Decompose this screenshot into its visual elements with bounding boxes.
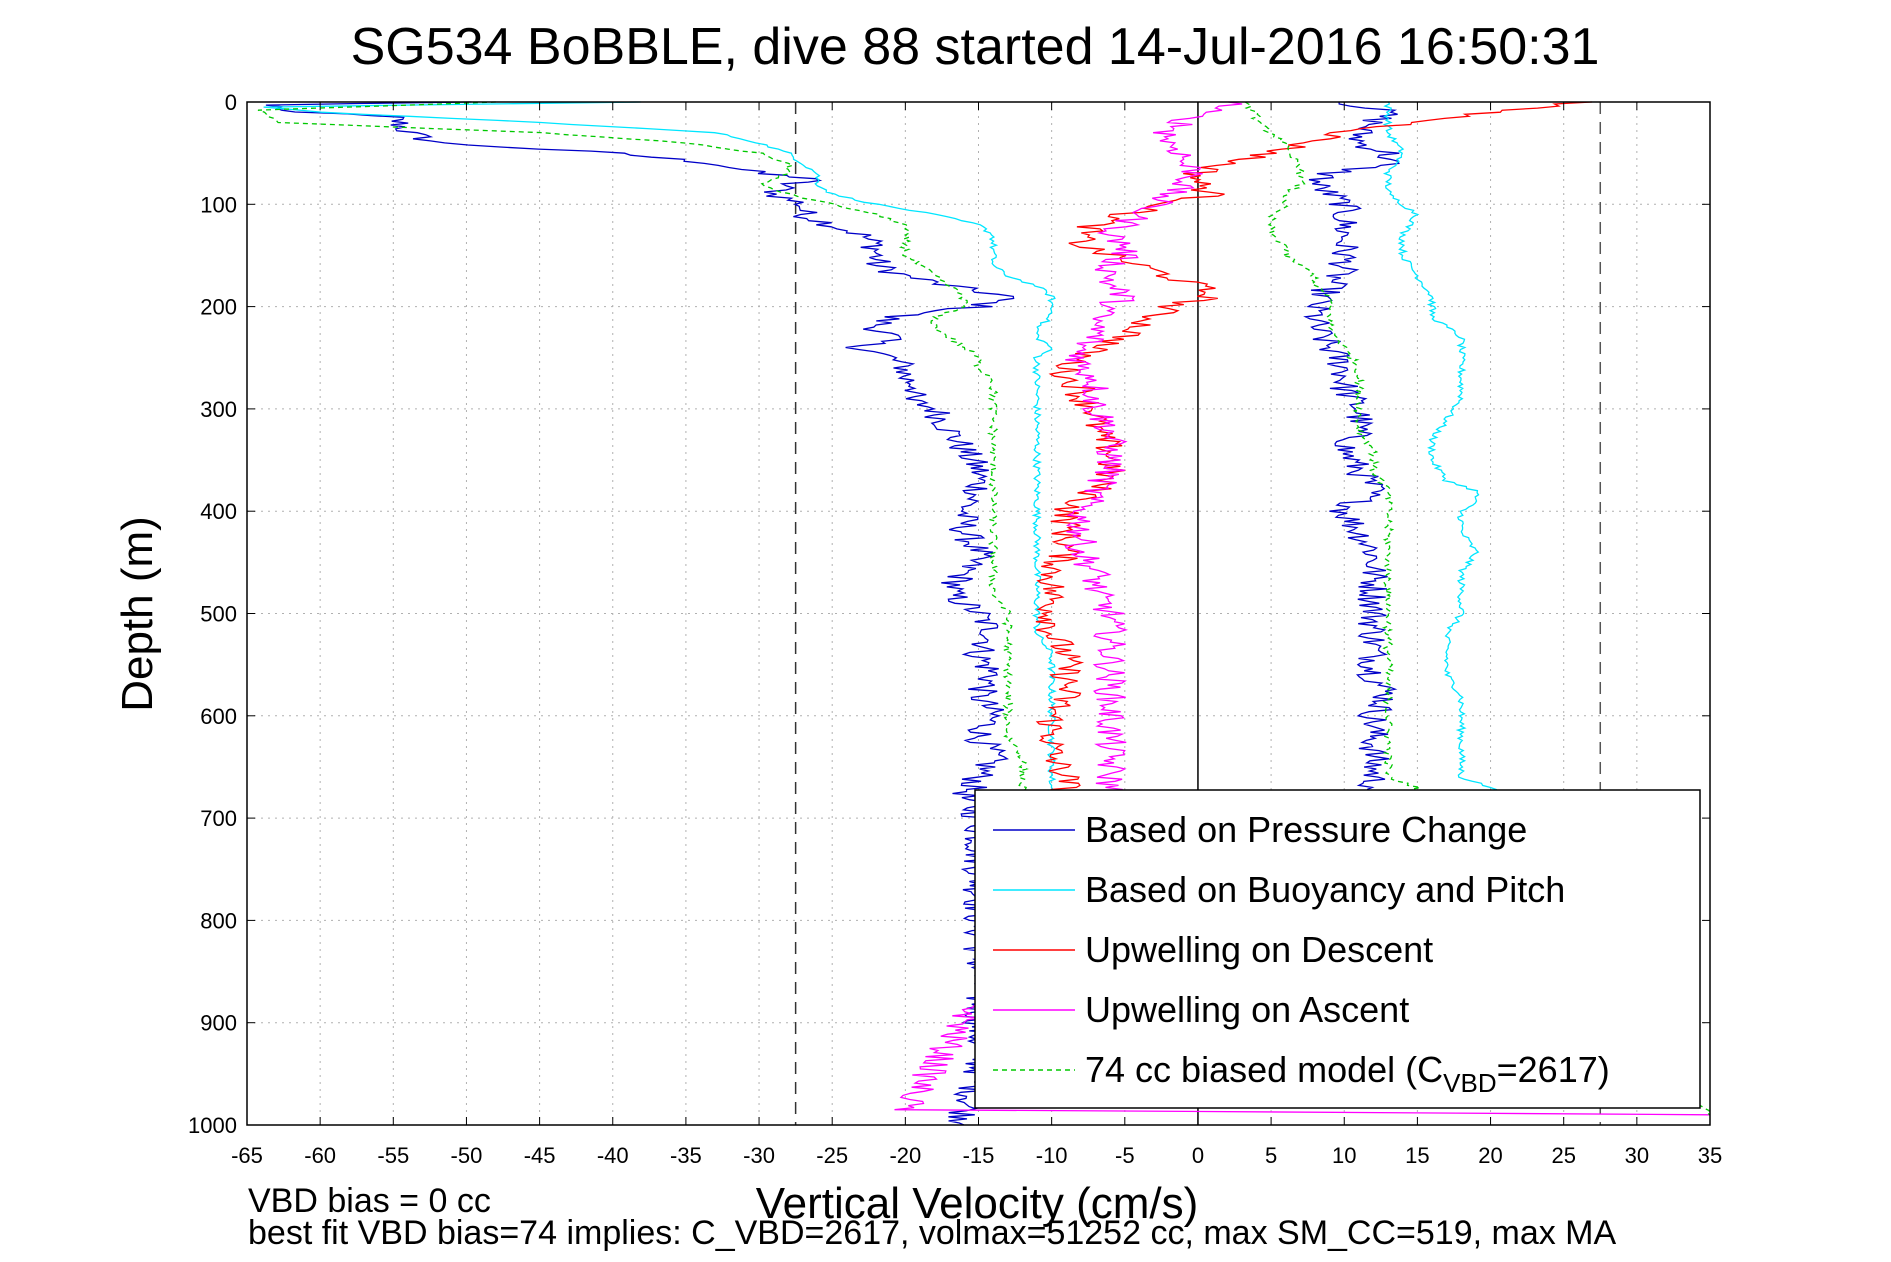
footer-vbd-bias: VBD bias = 0 cc: [248, 1182, 491, 1220]
x-tick-label: -65: [231, 1143, 263, 1168]
y-axis-label: Depth (m): [113, 516, 162, 712]
legend-box: [974, 789, 1701, 1109]
x-tick-label: -35: [670, 1143, 702, 1168]
series-line-1-ascent: [1382, 101, 1506, 799]
legend-label-suffix: =2617): [1497, 1049, 1610, 1090]
y-tick-label: 100: [200, 192, 237, 217]
legend-label: Upwelling on Ascent: [1085, 989, 1409, 1030]
x-tick-label: 20: [1478, 1143, 1502, 1168]
y-tick-label: 900: [200, 1011, 237, 1036]
x-tick-label: 15: [1405, 1143, 1429, 1168]
chart-title: SG534 BoBBLE, dive 88 started 14-Jul-201…: [351, 18, 1600, 76]
x-tick-label: 0: [1192, 1143, 1204, 1168]
y-tick-label: 200: [200, 295, 237, 320]
y-tick-label: 400: [200, 499, 237, 524]
legend: Based on Pressure Change Based on Buoyanc…: [974, 789, 1701, 1109]
x-tick-label: -5: [1115, 1143, 1135, 1168]
y-tick-label: 1000: [188, 1113, 237, 1138]
x-tick-label: -60: [304, 1143, 336, 1168]
footer-best-fit: best fit VBD bias=74 implies: C_VBD=2617…: [248, 1214, 1617, 1252]
x-tick-label: -55: [377, 1143, 409, 1168]
series-line-1-descent: [263, 101, 1057, 798]
legend-label: 74 cc biased model (CVBD=2617): [1085, 1049, 1610, 1098]
x-tick-label: -50: [451, 1143, 483, 1168]
series-line-2-descent: [1035, 101, 1592, 799]
legend-label: Based on Buoyancy and Pitch: [1085, 869, 1565, 910]
x-tick-label: 30: [1625, 1143, 1649, 1168]
x-tick-label: -40: [597, 1143, 629, 1168]
y-tick-label: 800: [200, 908, 237, 933]
x-axis-ticks: -65 -60 -55 -50 -45 -40 -35 -30 -25 -20 -15 -10 -5 0 5…: [231, 102, 1722, 1168]
legend-label: Upwelling on Descent: [1085, 929, 1433, 970]
legend-label: Based on Pressure Change: [1085, 809, 1527, 850]
legend-label-subscript: VBD: [1443, 1068, 1496, 1098]
y-axis-ticks: 0 100 200 300 400 500 600 700 800 900 1000: [188, 90, 1710, 1138]
series-line-4-descent: [257, 101, 1029, 799]
series-line-0-ascent: [1303, 101, 1400, 799]
y-tick-label: 0: [225, 90, 237, 115]
x-tick-label: -25: [816, 1143, 848, 1168]
x-tick-label: 10: [1332, 1143, 1356, 1168]
x-tick-label: -45: [524, 1143, 556, 1168]
y-tick-label: 600: [200, 704, 237, 729]
y-tick-label: 700: [200, 806, 237, 831]
x-tick-label: 25: [1551, 1143, 1575, 1168]
y-tick-label: 500: [200, 602, 237, 627]
x-tick-label: -10: [1036, 1143, 1068, 1168]
x-tick-label: -30: [743, 1143, 775, 1168]
x-tick-label: 5: [1265, 1143, 1277, 1168]
x-axis-label: Vertical Velocity (cm/s): [756, 1179, 1199, 1228]
x-tick-label: 35: [1698, 1143, 1722, 1168]
x-tick-label: -15: [963, 1143, 995, 1168]
x-tick-label: -20: [889, 1143, 921, 1168]
y-tick-label: 300: [200, 397, 237, 422]
